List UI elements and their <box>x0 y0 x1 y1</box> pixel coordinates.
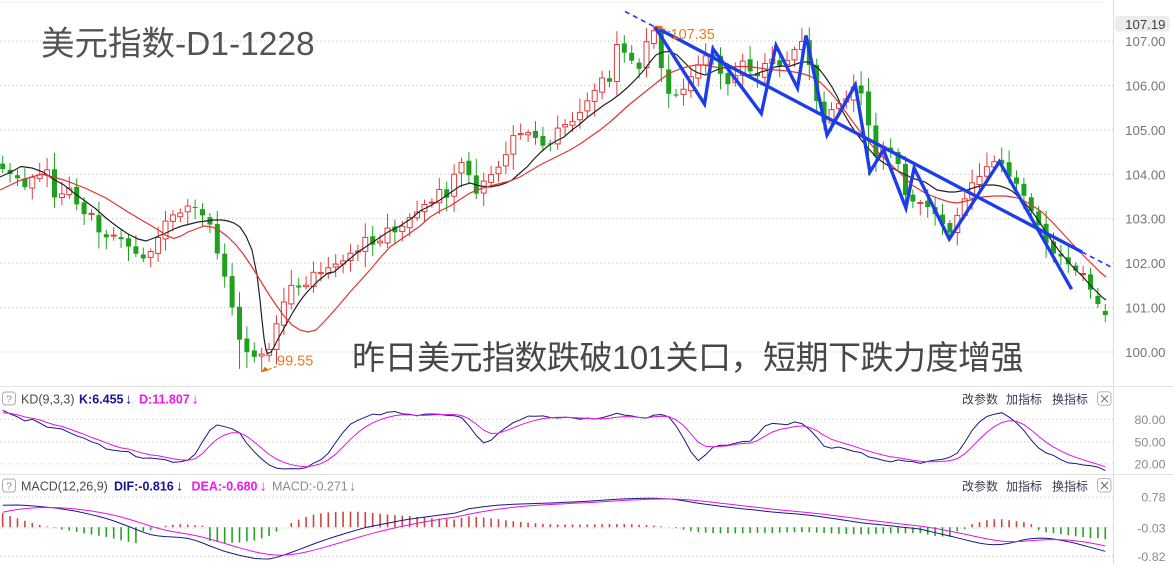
svg-text:-0.03: -0.03 <box>1137 522 1165 536</box>
svg-text:改参数: 改参数 <box>962 392 998 407</box>
svg-text:D:11.807: D:11.807 <box>139 393 190 407</box>
svg-text:↓: ↓ <box>349 479 356 495</box>
svg-text:80.00: 80.00 <box>1134 413 1165 427</box>
svg-text:107.35: 107.35 <box>671 27 715 43</box>
svg-text:换指标: 换指标 <box>1052 392 1088 407</box>
svg-text:104.00: 104.00 <box>1125 167 1165 182</box>
svg-text:105.00: 105.00 <box>1125 123 1165 138</box>
svg-text:101.00: 101.00 <box>1125 301 1165 316</box>
svg-text:-0.82: -0.82 <box>1137 550 1165 564</box>
svg-text:?: ? <box>6 394 12 406</box>
svg-text:K:6.455: K:6.455 <box>79 393 124 407</box>
svg-text:MACD(12,26,9): MACD(12,26,9) <box>21 480 108 494</box>
svg-text:20.00: 20.00 <box>1134 457 1165 471</box>
svg-text:DIF:-0.816: DIF:-0.816 <box>114 480 174 494</box>
svg-text:换指标: 换指标 <box>1052 479 1088 494</box>
svg-text:50.00: 50.00 <box>1134 436 1165 450</box>
svg-text:?: ? <box>6 481 12 493</box>
svg-text:↓: ↓ <box>260 479 267 495</box>
svg-text:↓: ↓ <box>125 392 132 408</box>
svg-text:103.00: 103.00 <box>1125 212 1165 227</box>
svg-text:106.00: 106.00 <box>1125 78 1165 93</box>
svg-text:100.00: 100.00 <box>1125 345 1165 360</box>
svg-text:改参数: 改参数 <box>962 479 998 494</box>
svg-text:美元指数-D1-1228: 美元指数-D1-1228 <box>41 26 315 63</box>
svg-text:102.00: 102.00 <box>1125 256 1165 271</box>
svg-text:0.78: 0.78 <box>1141 491 1165 505</box>
svg-text:KD(9,3,3): KD(9,3,3) <box>21 393 75 407</box>
svg-text:107.19: 107.19 <box>1125 17 1165 32</box>
svg-text:加指标: 加指标 <box>1006 479 1042 494</box>
svg-text:107.00: 107.00 <box>1125 34 1165 49</box>
svg-text:DEA:-0.680: DEA:-0.680 <box>192 480 258 494</box>
svg-text:MACD:-0.271: MACD:-0.271 <box>272 480 348 494</box>
svg-text:↓: ↓ <box>192 392 199 408</box>
svg-text:↓: ↓ <box>176 479 183 495</box>
svg-text:99.55: 99.55 <box>277 354 313 370</box>
svg-text:昨日美元指数跌破101关口，短期下跌力度增强: 昨日美元指数跌破101关口，短期下跌力度增强 <box>352 339 1023 376</box>
svg-text:加指标: 加指标 <box>1006 392 1042 407</box>
